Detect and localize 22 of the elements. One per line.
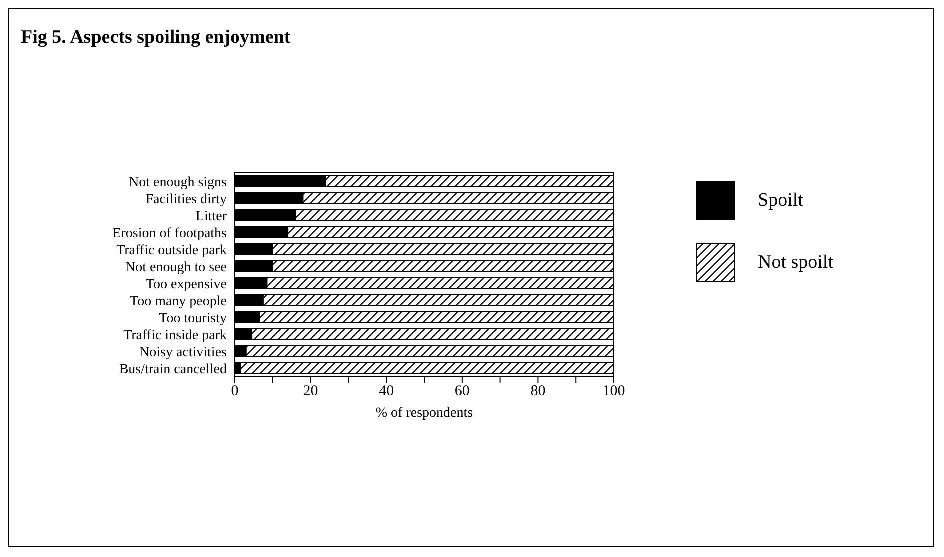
legend-label: Not spoilt xyxy=(758,252,834,274)
y-tick-label: Not enough signs xyxy=(129,175,227,190)
chart-title: Fig 5. Aspects spoiling enjoyment xyxy=(21,27,291,49)
y-tick-label: Facilities dirty xyxy=(146,192,227,208)
x-axis-title: % of respondents xyxy=(376,406,474,421)
y-tick-label: Traffic outside park xyxy=(116,243,227,258)
x-tick-label: 40 xyxy=(379,384,394,400)
y-tick-label: Too expensive xyxy=(146,277,227,292)
y-tick-label: Too touristy xyxy=(159,311,227,326)
y-tick-label: Too many people xyxy=(130,294,227,310)
y-tick-label: Traffic inside park xyxy=(124,328,227,344)
y-tick-label: Not enough to see xyxy=(126,260,227,276)
x-tick-label: 80 xyxy=(530,384,546,400)
x-tick-label: 60 xyxy=(454,384,470,400)
y-tick-label: Litter xyxy=(196,209,228,224)
x-tick-label: 100 xyxy=(602,384,626,400)
y-tick-label: Erosion of footpaths xyxy=(112,226,227,242)
y-tick-label: Noisy activities xyxy=(140,345,227,360)
y-tick-label: Bus/train cancelled xyxy=(119,362,227,378)
legend-label: Spoilt xyxy=(758,190,804,212)
x-tick-label: 0 xyxy=(231,384,239,400)
x-tick-label: 20 xyxy=(303,384,318,400)
